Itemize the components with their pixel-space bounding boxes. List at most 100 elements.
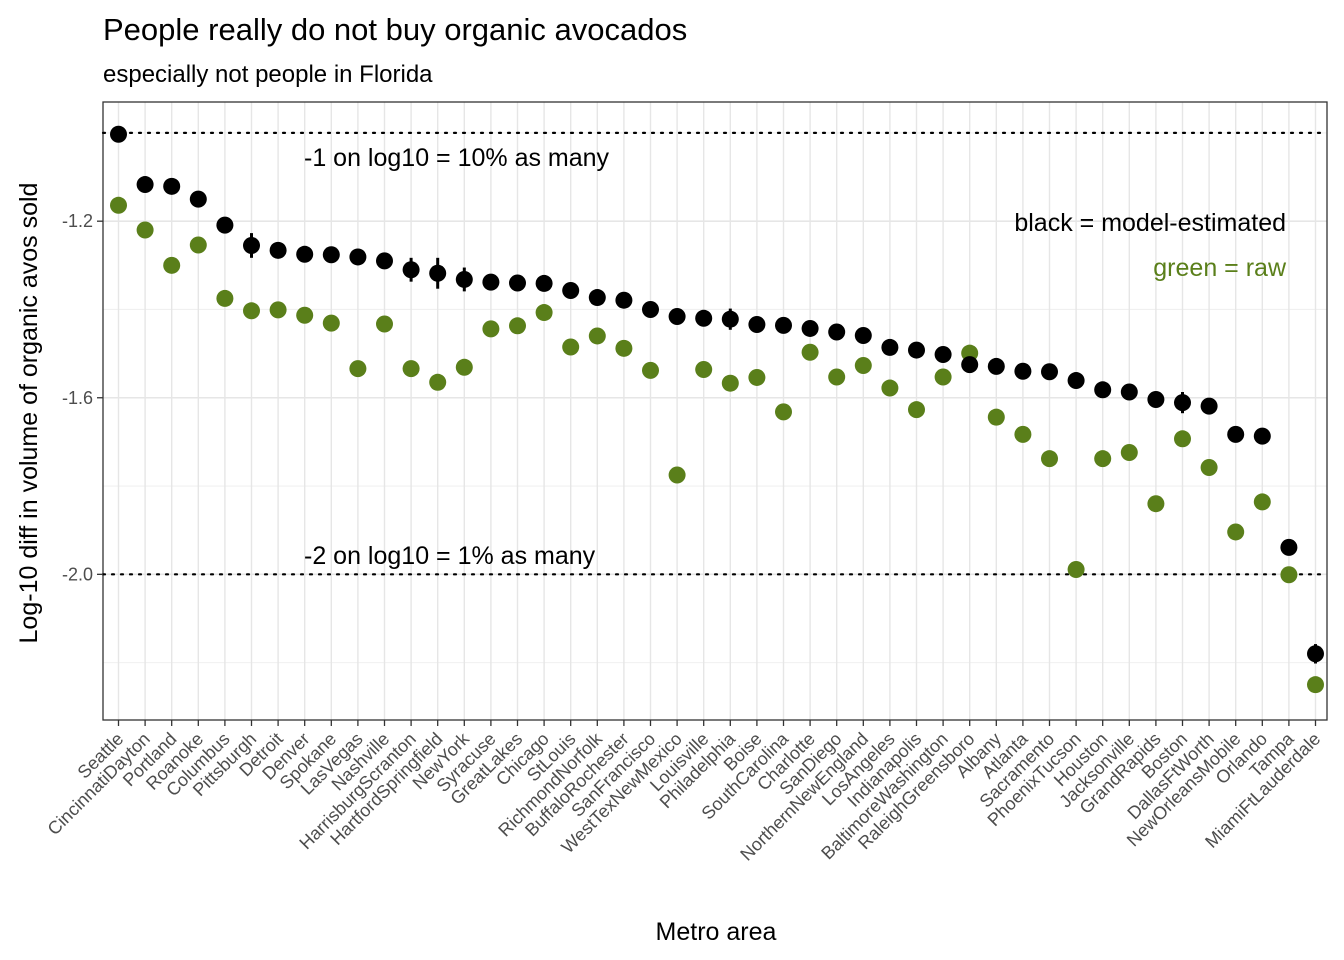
raw-point	[296, 306, 314, 324]
model-point	[216, 216, 234, 234]
plot-area	[103, 102, 1327, 720]
raw-point	[509, 317, 526, 335]
raw-point	[615, 339, 633, 357]
model-point	[1094, 381, 1112, 399]
data-points	[110, 125, 1324, 694]
model-point	[828, 323, 846, 341]
raw-point	[748, 368, 766, 386]
raw-point	[1174, 430, 1191, 448]
model-point	[1067, 372, 1085, 390]
raw-point	[189, 236, 207, 254]
plot-border	[102, 101, 1328, 721]
model-point	[642, 300, 659, 318]
raw-point	[1253, 493, 1271, 511]
model-point	[1307, 645, 1324, 663]
model-point	[189, 190, 207, 208]
model-point	[695, 309, 713, 327]
model-point	[588, 289, 606, 307]
grid-lines	[102, 101, 1328, 721]
y-tick-label: -1.2	[62, 211, 93, 231]
legend-model: black = model-estimated	[1014, 209, 1286, 237]
raw-point	[163, 256, 181, 274]
chart-title: People really do not buy organic avocado…	[103, 12, 687, 47]
raw-point	[1280, 566, 1298, 584]
raw-point	[801, 343, 819, 361]
model-point	[1253, 427, 1271, 445]
y-axis-title: Log-10 diff in volume of organic avos so…	[15, 183, 43, 644]
raw-point	[1094, 450, 1112, 468]
model-point	[1227, 425, 1245, 443]
raw-point	[828, 368, 846, 386]
model-point	[376, 252, 393, 270]
model-point	[987, 357, 1005, 375]
model-point	[801, 319, 819, 337]
raw-point	[110, 196, 127, 214]
model-point	[1120, 383, 1138, 401]
reference-lines	[101, 131, 1329, 576]
x-axis-title: Metro area	[656, 918, 777, 946]
model-point	[1014, 362, 1032, 380]
raw-point	[535, 304, 553, 322]
model-point	[136, 176, 154, 194]
raw-point	[243, 302, 260, 320]
raw-point	[721, 374, 739, 392]
model-point	[163, 177, 181, 195]
raw-point	[349, 360, 367, 378]
raw-point	[429, 373, 447, 391]
y-tick-label: -2.0	[62, 564, 93, 584]
model-point	[1200, 397, 1218, 415]
annotation-ref1: -1 on log10 = 10% as many	[304, 144, 610, 172]
raw-point	[136, 221, 154, 239]
model-point	[322, 246, 340, 264]
raw-point	[695, 361, 713, 379]
raw-point	[668, 466, 686, 484]
raw-point	[1307, 676, 1324, 694]
plot-background	[103, 102, 1327, 720]
raw-point	[881, 379, 899, 397]
raw-point	[1227, 523, 1245, 541]
raw-point	[482, 320, 500, 338]
model-point	[1174, 394, 1191, 412]
chart-subtitle: especially not people in Florida	[103, 61, 433, 88]
model-point	[881, 338, 899, 356]
model-point	[934, 345, 952, 363]
model-point	[402, 261, 420, 279]
raw-point	[1067, 560, 1085, 578]
raw-point	[216, 289, 234, 307]
annotation-ref2: -2 on log10 = 1% as many	[304, 542, 596, 570]
model-point	[562, 281, 580, 299]
model-point	[854, 327, 872, 345]
model-point	[349, 248, 367, 266]
raw-point	[562, 338, 580, 356]
model-point	[455, 270, 473, 288]
raw-point	[1200, 459, 1218, 477]
legend-raw: green = raw	[1153, 254, 1287, 282]
model-point	[748, 315, 766, 333]
raw-point	[455, 358, 473, 376]
raw-point	[588, 327, 606, 345]
raw-point	[642, 361, 659, 379]
raw-point	[1120, 443, 1138, 461]
model-point	[243, 236, 260, 254]
model-point	[535, 274, 553, 292]
raw-point	[269, 301, 287, 319]
model-point	[961, 356, 979, 374]
model-point	[509, 274, 526, 292]
raw-point	[402, 360, 420, 378]
x-axis-ticks: SeattleCincinnatiDaytonPortlandRoanokeCo…	[44, 720, 1324, 865]
raw-point	[322, 314, 340, 332]
raw-point	[376, 315, 393, 333]
model-point	[482, 273, 500, 291]
y-tick-label: -1.6	[62, 388, 93, 408]
model-point	[721, 310, 739, 328]
raw-point	[854, 357, 872, 375]
model-point	[615, 291, 633, 309]
model-point	[668, 308, 686, 326]
model-point	[296, 245, 314, 263]
y-axis-ticks: -1.2 -1.6 -2.0	[62, 211, 103, 584]
raw-point	[987, 408, 1005, 426]
model-point	[775, 316, 792, 334]
model-point	[1041, 363, 1058, 381]
raw-point	[1147, 495, 1165, 513]
